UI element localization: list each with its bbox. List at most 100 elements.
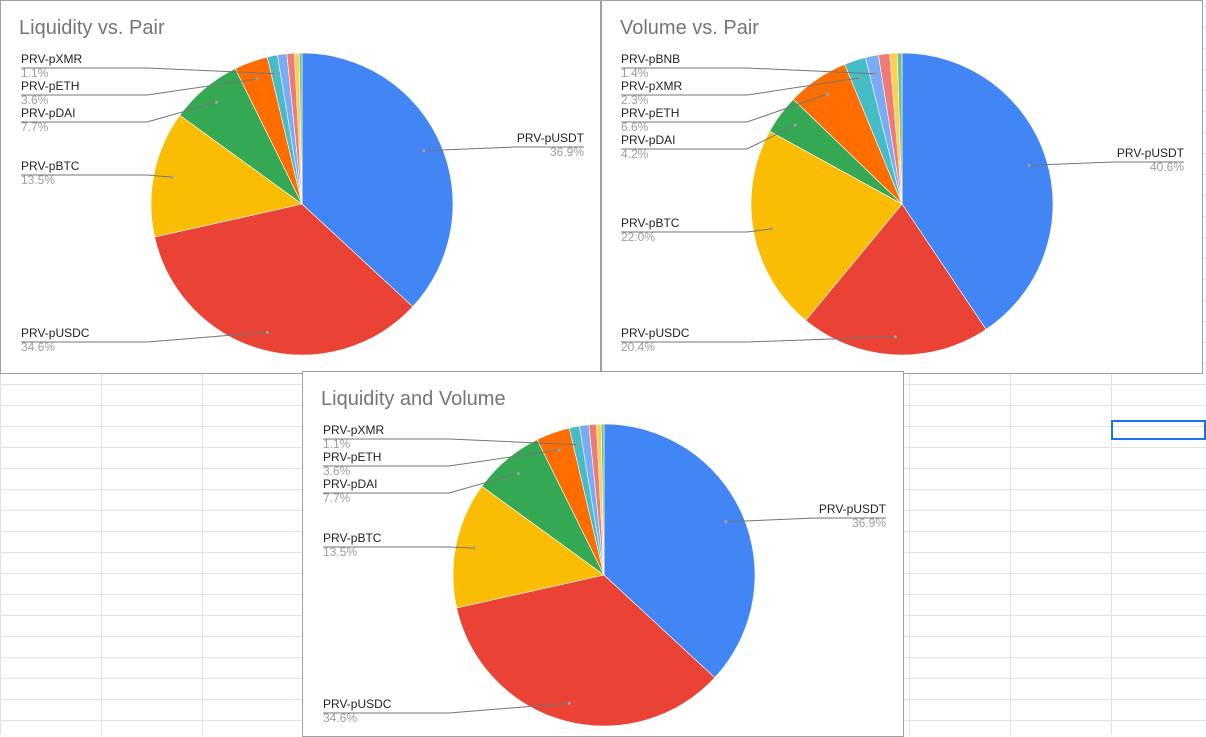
leader-line bbox=[746, 228, 772, 233]
slice-label: PRV-pUSDC bbox=[323, 697, 392, 711]
slice-value-label: 7.7% bbox=[323, 491, 351, 505]
leader-dot bbox=[265, 330, 269, 334]
leader-line bbox=[746, 93, 828, 123]
slice-value-label: 36.9% bbox=[852, 516, 886, 530]
selected-cell[interactable] bbox=[1111, 420, 1206, 440]
leader-dot bbox=[769, 227, 774, 231]
pie-slice-other-9[interactable] bbox=[896, 52, 903, 205]
leader-line bbox=[448, 438, 578, 446]
slice-value-label: 36.9% bbox=[550, 145, 584, 159]
leader-line bbox=[448, 472, 519, 494]
slice-value-label: 34.6% bbox=[323, 711, 357, 725]
chart-liquidity-and-volume[interactable]: PRV-pUSDT 36.9% PRV-pUSDC 34.6% PRV-pBTC 13.5… bbox=[302, 371, 904, 737]
slice-value-label: 7.7% bbox=[21, 120, 49, 134]
leader-dot bbox=[893, 335, 897, 339]
slice-value-label: 22.0% bbox=[621, 230, 655, 244]
leader-dot bbox=[516, 471, 520, 475]
pie-slice-prv-pbtc[interactable] bbox=[750, 130, 903, 321]
pie-slice-prv-pusdc[interactable] bbox=[154, 203, 414, 356]
slice-label: PRV-pXMR bbox=[621, 79, 682, 93]
pie-slice-prv-pusdc[interactable] bbox=[805, 203, 987, 356]
slice-label: PRV-pUSDT bbox=[819, 502, 887, 516]
slice-label: PRV-pBNB bbox=[621, 52, 680, 66]
slice-label: PRV-pETH bbox=[21, 79, 79, 93]
leader-dot bbox=[724, 520, 728, 524]
pie-slice-other-9[interactable] bbox=[298, 52, 303, 205]
slice-label: PRV-pBTC bbox=[621, 216, 680, 230]
slice-label: PRV-pDAI bbox=[21, 106, 75, 120]
slice-label: PRV-pETH bbox=[323, 450, 381, 464]
leader-line bbox=[448, 449, 560, 467]
leader-dot bbox=[1027, 163, 1031, 167]
slice-label: PRV-pBTC bbox=[21, 159, 80, 173]
pie-slice-prv-pusdc[interactable] bbox=[456, 574, 716, 727]
leader-dot bbox=[214, 100, 218, 104]
leader-line bbox=[146, 101, 217, 123]
pie-slices bbox=[150, 52, 454, 356]
slice-label: PRV-pXMR bbox=[323, 423, 384, 437]
slice-value-label: 6.6% bbox=[621, 120, 649, 134]
slice-label: PRV-pETH bbox=[621, 106, 679, 120]
leader-dot bbox=[873, 72, 878, 76]
leader-dot bbox=[576, 443, 580, 447]
leader-line bbox=[146, 331, 268, 343]
leader-dot bbox=[793, 123, 797, 127]
slice-label: PRV-pDAI bbox=[621, 133, 675, 147]
chart-title: Liquidity and Volume bbox=[321, 388, 506, 410]
slice-label: PRV-pXMR bbox=[21, 52, 82, 66]
leader-line bbox=[746, 67, 876, 75]
leader-line bbox=[146, 78, 258, 96]
leader-line bbox=[1029, 161, 1115, 166]
leader-dot bbox=[825, 92, 829, 96]
slice-value-label: 2.3% bbox=[621, 93, 649, 107]
slice-value-label: 3.6% bbox=[21, 93, 49, 107]
slice-label: PRV-pUSDC bbox=[621, 326, 690, 340]
pie-slice-prv-pusdt[interactable] bbox=[603, 423, 756, 679]
leader-dot bbox=[170, 175, 174, 179]
pie-slices bbox=[452, 423, 756, 727]
chart-title: Liquidity vs. Pair bbox=[19, 17, 165, 39]
chart-title: Volume vs. Pair bbox=[620, 17, 759, 39]
leader-line bbox=[146, 67, 276, 75]
leader-dot bbox=[422, 149, 426, 153]
pie-slice-prv-pbtc[interactable] bbox=[452, 485, 605, 609]
pie-slice-prv-pusdt[interactable] bbox=[901, 52, 1054, 330]
slice-label: PRV-pUSDC bbox=[21, 326, 90, 340]
leader-line bbox=[746, 124, 796, 150]
slice-label: PRV-pBTC bbox=[323, 531, 382, 545]
slice-value-label: 34.6% bbox=[21, 340, 55, 354]
leader-line bbox=[725, 517, 817, 523]
leader-line bbox=[146, 174, 172, 178]
slice-value-label: 20.4% bbox=[621, 340, 655, 354]
chart-liquidity-vs-pair[interactable]: PRV-pUSDT 36.9% PRV-pUSDC 34.6% PRV-pBTC 13.5… bbox=[0, 0, 601, 374]
leader-dot bbox=[567, 701, 571, 705]
slice-label: PRV-pDAI bbox=[323, 477, 377, 491]
slice-value-label: 13.5% bbox=[21, 173, 55, 187]
pie-slice-prv-pusdt[interactable] bbox=[301, 52, 454, 308]
leader-line bbox=[448, 702, 570, 714]
leader-dot bbox=[255, 77, 259, 81]
slice-label: PRV-pUSDT bbox=[517, 131, 585, 145]
leader-dot bbox=[858, 76, 863, 80]
slice-label: PRV-pUSDT bbox=[1117, 146, 1185, 160]
leader-line bbox=[423, 146, 515, 152]
slice-value-label: 1.1% bbox=[323, 437, 351, 451]
slice-value-label: 1.4% bbox=[621, 66, 649, 80]
leader-dot bbox=[557, 448, 561, 452]
chart-volume-vs-pair[interactable]: PRV-pUSDT 40.6% PRV-pUSDC 20.4% PRV-pBTC 22.0… bbox=[601, 0, 1203, 374]
leader-line bbox=[746, 77, 861, 96]
leader-line bbox=[448, 546, 474, 549]
slice-value-label: 13.5% bbox=[323, 545, 357, 559]
leader-line bbox=[746, 336, 896, 343]
slice-value-label: 4.2% bbox=[621, 147, 649, 161]
pie-slice-prv-pbtc[interactable] bbox=[150, 114, 303, 238]
pie-slices bbox=[750, 52, 1054, 356]
pie-slice-other-9[interactable] bbox=[600, 423, 605, 576]
leader-dot bbox=[472, 546, 476, 550]
